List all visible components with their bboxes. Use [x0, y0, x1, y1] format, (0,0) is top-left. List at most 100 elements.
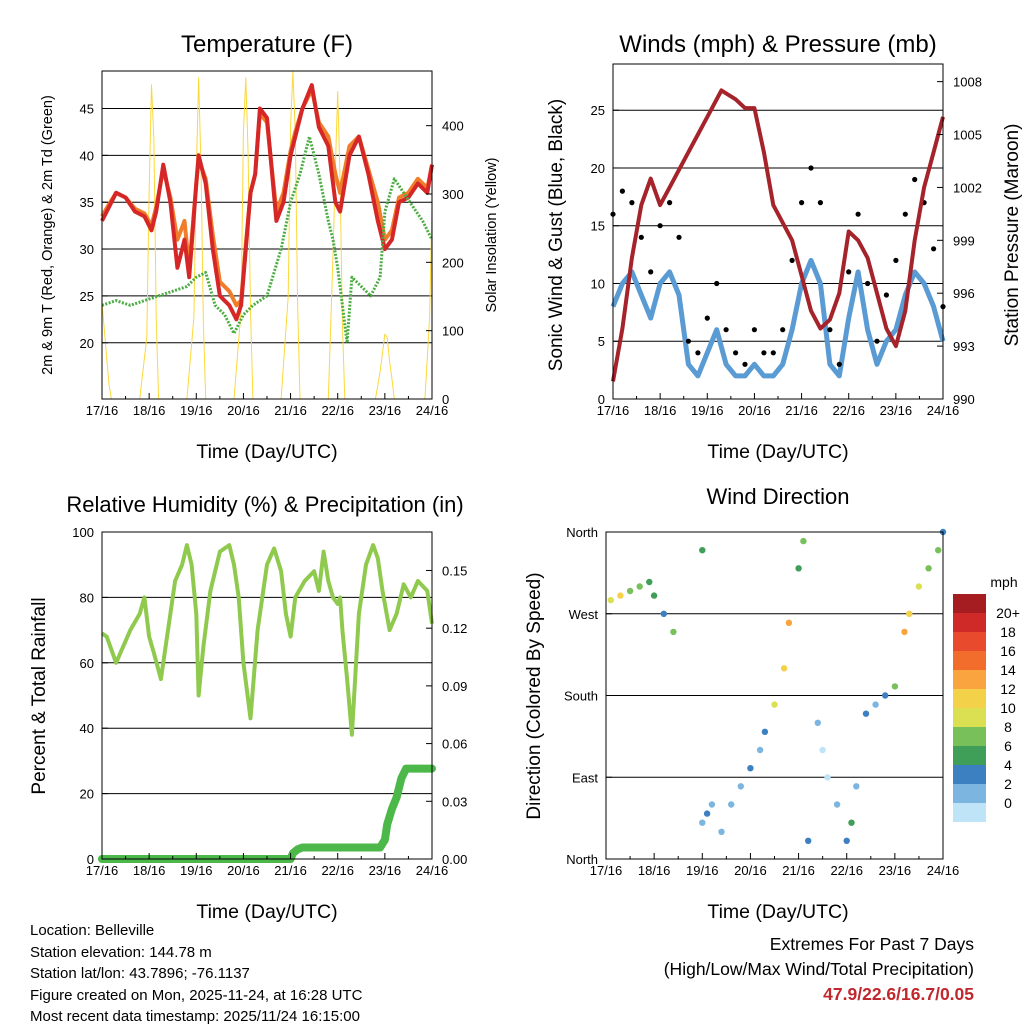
x-tick-label: 19/16 — [180, 863, 213, 878]
x-tick-label: 24/16 — [416, 863, 449, 878]
direction-point — [670, 628, 677, 636]
direction-point — [935, 547, 942, 554]
direction-point — [862, 710, 870, 717]
wind-speed-legend-title: mph — [990, 574, 1017, 590]
direction-point — [650, 592, 658, 599]
gust-point — [695, 350, 701, 356]
wind-direction-y-ticks: North East South West North — [564, 525, 612, 867]
direction-point — [800, 537, 807, 545]
direction-point — [824, 774, 831, 781]
x-tick-label: 22/16 — [830, 863, 863, 878]
direction-point — [814, 719, 821, 726]
direction-point — [848, 819, 855, 826]
gust-point — [751, 327, 758, 333]
humidity-precip-panel: Relative Humidity (%) & Precipitation (i… — [29, 492, 467, 923]
legend-color-box — [953, 708, 986, 727]
y-tick-label: 0 — [598, 392, 605, 407]
wind-pressure-series — [610, 88, 946, 382]
gust-point — [619, 188, 626, 194]
x-tick-label: 21/16 — [274, 403, 307, 418]
legend-color-box — [953, 632, 986, 651]
y-tick-label: 40 — [80, 148, 94, 163]
direction-point — [660, 610, 667, 617]
humidity-precip-grid — [102, 596, 432, 795]
y2-tick-label: 0.12 — [442, 621, 467, 636]
figure-created: Figure created on Mon, 2025-11-24, at 16… — [30, 986, 363, 1004]
direction-point — [636, 583, 643, 590]
direction-point — [891, 683, 899, 690]
direction-point — [646, 578, 653, 586]
wind-speed-legend: mph 20+ 18 16 14 12 10 8 6 4 2 0 — [953, 574, 1020, 822]
direction-point — [915, 583, 923, 590]
temperature-series — [100, 70, 434, 400]
direction-point — [901, 628, 908, 636]
x-tick-label: 18/16 — [644, 403, 677, 418]
x-tick-label: 19/16 — [691, 403, 724, 418]
y2-tick-label: 100 — [442, 324, 464, 339]
wind-direction-series — [607, 528, 947, 844]
extremes-values: 47.9/22.6/16.7/0.05 — [823, 984, 974, 1004]
station-elevation: Station elevation: 144.78 m — [30, 943, 212, 961]
legend-label: 4 — [1004, 757, 1012, 773]
station-latlon: Station lat/lon: 43.7896; -76.1137 — [30, 965, 250, 982]
direction-point — [737, 783, 744, 790]
direction-point — [843, 837, 850, 844]
direction-point — [703, 810, 711, 817]
humidity-precip-xlabel: Time (Day/UTC) — [196, 901, 337, 923]
gust-point — [685, 338, 692, 344]
humidity-precip-series — [98, 543, 436, 863]
y-tick-label: 30 — [80, 242, 94, 257]
direction-point — [708, 801, 716, 808]
humidity-precip-x-ticks: 17/16 18/16 19/16 20/16 21/16 22/16 23/16 24/16 — [86, 853, 449, 878]
legend-color-box — [953, 594, 986, 613]
direction-point — [728, 801, 735, 808]
gust-point — [657, 223, 663, 229]
series-sonic-gust — [610, 165, 946, 367]
gust-point — [761, 350, 767, 356]
gust-point — [704, 315, 710, 321]
direction-point — [925, 565, 932, 572]
humidity-precip-ylabel: Percent & Total Rainfall — [29, 597, 50, 794]
legend-color-box — [953, 784, 986, 803]
gust-point — [799, 200, 805, 206]
x-tick-label: 22/16 — [321, 863, 354, 878]
wind-direction-x-ticks: 17/16 18/16 19/16 20/16 21/16 22/16 23/16 24/16 — [590, 853, 959, 878]
gust-point — [836, 361, 842, 367]
wind-direction-panel: Wind Direction North East South West North 1… — [524, 484, 1020, 923]
x-tick-label: 17/16 — [86, 403, 119, 418]
direction-point — [785, 619, 793, 626]
legend-label: 8 — [1004, 719, 1012, 735]
y-tick-label: West — [569, 607, 599, 622]
gust-point — [817, 200, 824, 206]
series-sonic-wind — [610, 257, 946, 379]
y-tick-label: 35 — [80, 195, 94, 210]
y2-tick-label: 0 — [442, 392, 449, 407]
x-tick-label: 18/16 — [638, 863, 671, 878]
series-2m-td — [101, 135, 434, 345]
direction-point — [795, 565, 802, 572]
direction-point — [805, 837, 812, 844]
x-tick-label: 23/16 — [880, 403, 913, 418]
gust-point — [827, 327, 833, 333]
direction-point — [780, 665, 788, 672]
y-tick-label: 25 — [591, 103, 605, 118]
humidity-precip-y-ticks: 0 20 40 60 80 100 — [72, 525, 108, 867]
direction-point — [833, 801, 841, 808]
legend-color-box — [953, 613, 986, 632]
gust-point — [770, 350, 776, 356]
y-tick-label: 25 — [80, 289, 94, 304]
y-tick-label: 5 — [598, 334, 605, 349]
legend-color-box — [953, 689, 986, 708]
legend-color-box — [953, 670, 986, 689]
gust-point — [742, 361, 748, 367]
series-relative-humidity — [100, 543, 434, 737]
gust-point — [912, 176, 918, 183]
x-tick-label: 22/16 — [832, 403, 865, 418]
y-tick-label: North — [566, 525, 598, 540]
gust-point — [855, 211, 861, 217]
recent-timestamp: Most recent data timestamp: 2025/11/24 1… — [30, 1008, 360, 1025]
x-tick-label: 20/16 — [227, 403, 260, 418]
x-tick-label: 21/16 — [785, 403, 818, 418]
y-tick-label: 20 — [80, 336, 94, 351]
wind-pressure-y-ticks: 0 5 10 15 20 25 — [591, 103, 619, 407]
